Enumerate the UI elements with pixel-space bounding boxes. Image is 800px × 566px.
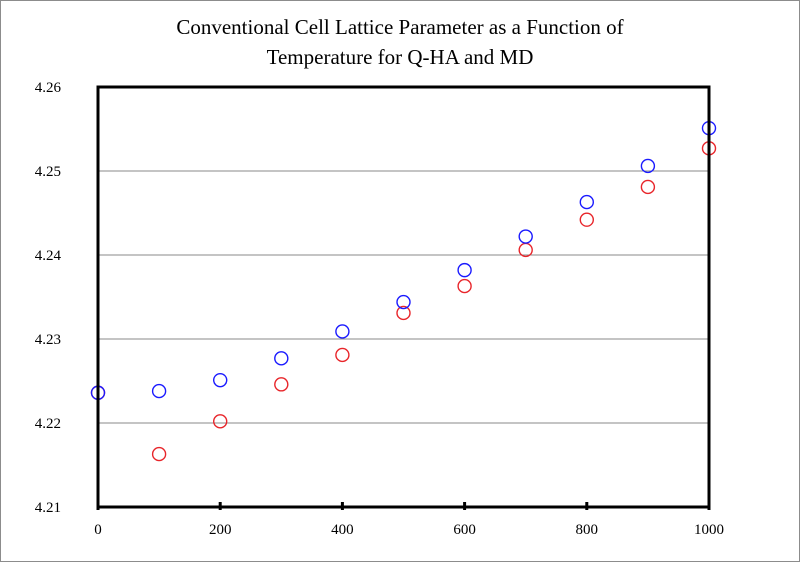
blue-series-point [396, 294, 411, 310]
x-tick-label: 800 [576, 522, 599, 538]
axis-ticks: 4.21 4.22 4.23 4.24 4.25 4.26 0 200 400 600 800 100… [35, 80, 724, 538]
x-tick-label: 0 [94, 522, 102, 538]
blue-series-point [457, 262, 472, 278]
red-series-point [396, 305, 411, 321]
blue-series-point [640, 158, 656, 174]
red-series-point [457, 278, 472, 294]
y-tick-label: 4.26 [35, 80, 62, 96]
blue-series-point [212, 372, 228, 388]
plot-area [96, 85, 711, 509]
y-tick-label: 4.25 [35, 164, 61, 180]
red-series-point [640, 179, 656, 195]
blue-series-point [518, 229, 533, 244]
red-series-point [212, 414, 228, 429]
chart-title-line-2: Temperature for Q-HA and MD [267, 45, 534, 69]
x-tick-label: 200 [209, 522, 232, 538]
blue-series-point [579, 194, 594, 210]
chart-title-line-1: Conventional Cell Lattice Parameter as a… [176, 15, 623, 39]
y-tick-label: 4.24 [35, 248, 62, 264]
y-tick-label: 4.23 [35, 332, 61, 348]
blue-series-point [151, 383, 167, 399]
gridlines [98, 170, 709, 424]
x-tick-label: 1000 [694, 522, 724, 538]
blue-series-point [335, 324, 350, 339]
x-tick-label: 600 [453, 522, 476, 538]
y-tick-label: 4.22 [35, 416, 61, 432]
red-series-point [335, 347, 350, 363]
y-tick-label: 4.21 [35, 500, 61, 516]
red-series-point [579, 212, 594, 227]
x-tick-label: 400 [331, 522, 354, 538]
blue-series-point [274, 351, 289, 366]
red-series-point [151, 446, 167, 462]
red-series-point [274, 377, 289, 392]
data-points [90, 120, 717, 462]
